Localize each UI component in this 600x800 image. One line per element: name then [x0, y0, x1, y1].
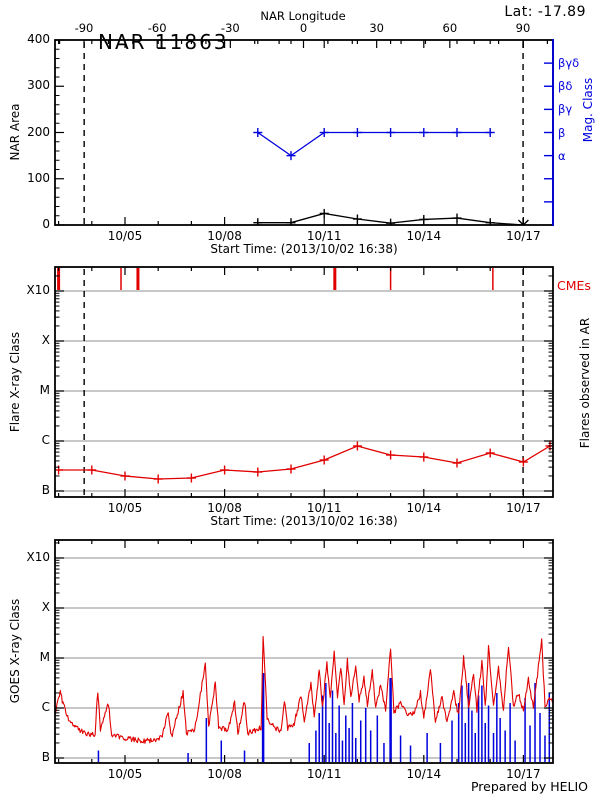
panel1-y-tick-label: 100	[27, 170, 50, 185]
panel1-x-tick-label: 10/17	[506, 229, 541, 243]
flares-observed-in-ar-label: Flares observed in AR	[578, 317, 592, 449]
longitude-tick-label: 60	[442, 21, 458, 35]
panel1-x-tick-label: 10/11	[306, 229, 342, 243]
panel3-y-tick-label: X10	[26, 550, 51, 564]
prepared-by-label: Prepared by HELIO	[470, 779, 588, 794]
panel3-y-tick-label: M	[39, 650, 50, 664]
nar-longitude-axis-title: NAR Longitude	[260, 9, 346, 23]
panel3-x-tick-label: 10/17	[506, 767, 541, 781]
panel2-x-tick-label: 10/14	[406, 501, 442, 515]
mag-class-tick-label: β	[558, 125, 566, 140]
mag-class-tick-label: βγδ	[558, 56, 580, 71]
panel2-start-time-label: Start Time: (2013/10/02 16:38)	[210, 514, 398, 528]
panel2-y-tick-label: M	[39, 383, 50, 397]
longitude-tick-label: 0	[299, 21, 308, 35]
panel2-y-tick-label: X	[41, 333, 50, 347]
panel2-y-tick-label: B	[41, 483, 50, 497]
mag-class-tick-label: βγ	[558, 102, 573, 117]
panel2-y-tick-label: X10	[26, 283, 51, 297]
panel2-y-tick-label: C	[41, 433, 50, 447]
panel3-x-tick-label: 10/05	[107, 767, 143, 781]
longitude-tick-label: 90	[515, 21, 531, 35]
longitude-tick-label: -90	[74, 21, 94, 35]
panel1-x-tick-label: 10/05	[107, 229, 143, 243]
longitude-tick-label: -60	[147, 21, 167, 35]
longitude-tick-label: -30	[220, 21, 240, 35]
mag-class-tick-label: α	[558, 148, 566, 163]
panel2-x-tick-label: 10/08	[207, 501, 242, 515]
latitude-label: Lat: -17.89	[504, 4, 586, 20]
panel1-y-tick-label: 400	[27, 32, 50, 46]
panel3-x-tick-label: 10/14	[406, 767, 442, 781]
cmes-label: CMEs	[557, 278, 591, 293]
mag-class-axis-label: Mag. Class	[581, 77, 595, 143]
panel1-y-tick-label: 200	[27, 124, 50, 139]
panel2-x-tick-label: 10/17	[506, 501, 541, 515]
mag-class-tick-label: βδ	[558, 79, 573, 94]
panel1-y-tick-label: 300	[27, 78, 50, 93]
longitude-tick-label: 30	[369, 21, 384, 35]
active-region-title: NAR 11863	[98, 30, 229, 54]
panel3-y-tick-label: C	[41, 700, 50, 714]
panel3-y-tick-label: X	[41, 600, 50, 614]
panel3-y-tick-label: B	[41, 750, 50, 764]
panel1-y-tick-label: 0	[42, 217, 50, 231]
panel3-x-tick-label: 10/11	[306, 767, 342, 781]
panel2-x-tick-label: 10/05	[107, 501, 143, 515]
panel1-x-tick-label: 10/08	[207, 229, 242, 243]
panel2-x-tick-label: 10/11	[306, 501, 342, 515]
panel1-start-time-label: Start Time: (2013/10/02 16:38)	[210, 242, 398, 256]
panel3-x-tick-label: 10/08	[207, 767, 242, 781]
panel1-x-tick-label: 10/14	[406, 229, 442, 243]
